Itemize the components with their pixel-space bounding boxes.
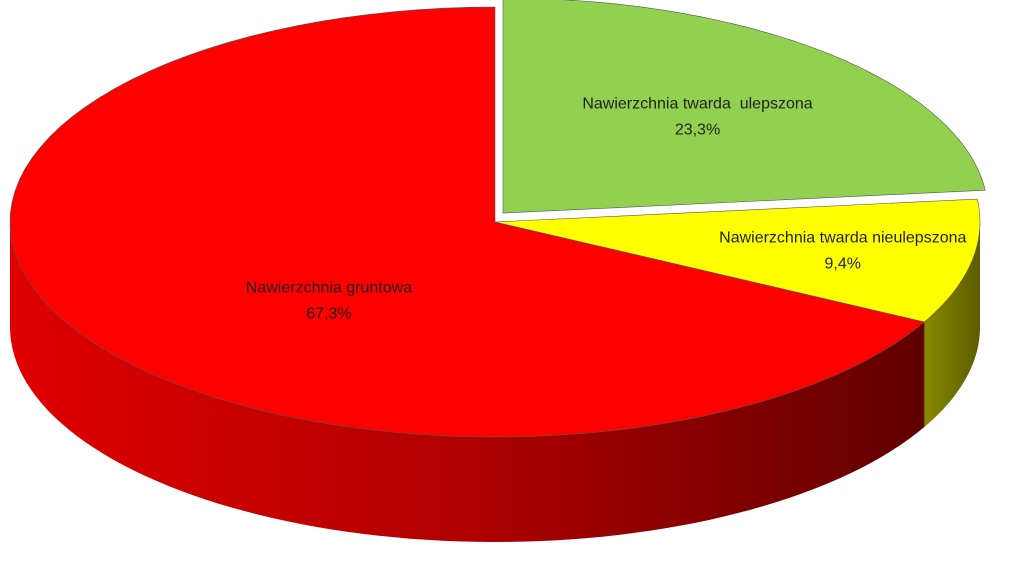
slice-value: 9,4% bbox=[825, 256, 861, 273]
slice-label: Nawierzchnia twarda nieulepszona bbox=[719, 230, 966, 247]
slice bbox=[494, 198, 981, 323]
slice bbox=[502, 0, 986, 214]
slice-label: Nawierzchnia gruntowa bbox=[246, 280, 412, 297]
slice-value: 23,3% bbox=[675, 121, 720, 138]
slice-side bbox=[10, 222, 925, 542]
slice bbox=[9, 6, 925, 438]
slice-value: 67,3% bbox=[306, 306, 351, 323]
slice-label: Nawierzchnia twarda ulepszona bbox=[582, 95, 812, 112]
